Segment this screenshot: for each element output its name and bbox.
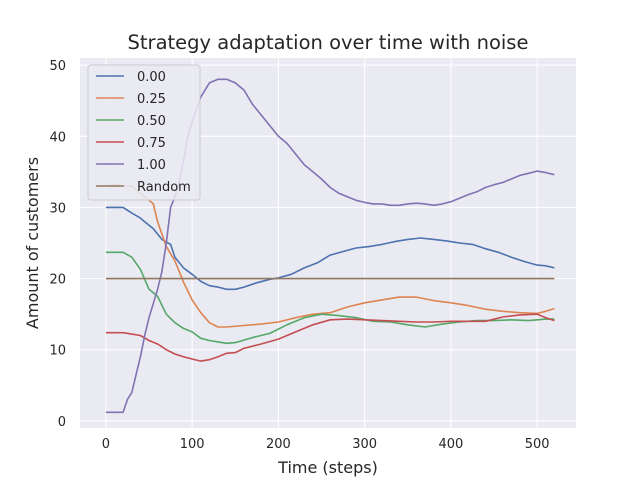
x-axis-ticks: 0 100 200 300 400 500 [102,437,550,452]
y-axis-label: Amount of customers [23,157,42,329]
series-line-0 [105,206,555,291]
x-tick-label: 0 [102,437,110,452]
x-tick-label: 200 [266,437,291,452]
x-tick-label: 400 [439,437,464,452]
legend-label: 0.00 [137,70,166,85]
legend-label: 0.25 [137,92,166,107]
series-line-3 [105,313,555,362]
x-axis-label: Time (steps) [277,458,378,477]
y-tick-label: 10 [49,344,66,359]
series-line-4 [105,78,555,414]
y-tick-label: 20 [49,273,66,288]
legend-label: Random [137,180,191,195]
x-tick-label: 500 [525,437,550,452]
series-lines [105,78,555,414]
y-tick-label: 50 [49,59,66,74]
series-line-1 [105,183,555,328]
legend-label: 0.75 [137,136,166,151]
y-tick-label: 40 [49,130,66,145]
legend-label: 0.50 [137,114,166,129]
chart-title: Strategy adaptation over time with noise [128,31,529,54]
y-tick-label: 30 [49,201,66,216]
x-tick-label: 100 [180,437,205,452]
x-tick-label: 300 [352,437,377,452]
legend: 0.00 0.25 0.50 0.75 1.00 Random [87,64,201,201]
y-tick-label: 0 [58,415,66,430]
y-axis-ticks: 0 10 20 30 40 50 [49,59,66,430]
legend-label: 1.00 [137,158,166,173]
